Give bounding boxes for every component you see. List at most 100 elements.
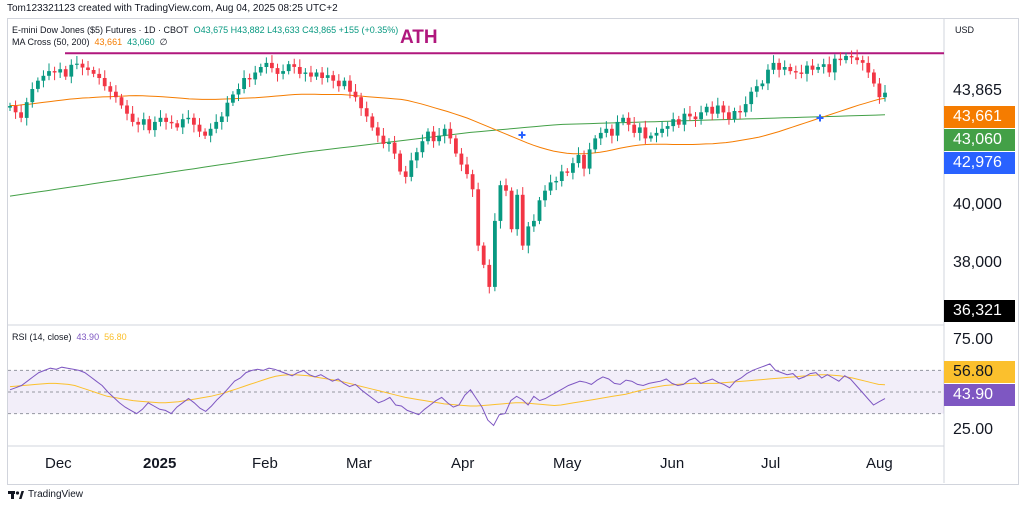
tradingview-logo-icon (8, 490, 24, 499)
candle-body (258, 67, 263, 73)
candle-body (537, 200, 542, 221)
candle-body (654, 132, 659, 136)
candle-body (710, 106, 715, 114)
candle-body (387, 142, 391, 144)
candle-body (671, 119, 676, 127)
candle-body (275, 68, 280, 74)
candle-body (587, 149, 592, 169)
candle-body (331, 75, 336, 81)
candle-body (370, 116, 375, 128)
candle-body (102, 78, 107, 87)
candle-body (877, 83, 882, 98)
candle-body (398, 153, 402, 172)
candle-body (626, 117, 631, 125)
candle-body (180, 119, 185, 128)
rsi-legend[interactable]: RSI (14, close) 43.90 56.80 (12, 332, 127, 342)
candle-body (637, 127, 642, 133)
candle-body (325, 75, 330, 78)
candle-body (197, 124, 202, 132)
chart-frame (7, 18, 1019, 485)
candle-body (264, 62, 269, 67)
brand-name: TradingView (28, 489, 84, 500)
candle-body (364, 108, 369, 117)
candle-body (448, 128, 453, 139)
instrument-legend[interactable]: E-mini Dow Jones ($5) Futures · 1D · CBO… (12, 25, 398, 35)
month-jul: Jul (761, 455, 781, 472)
candle-body (75, 63, 79, 65)
ma50-price-badge: 43,661 (944, 106, 1015, 128)
candle-body (838, 58, 843, 61)
rsi-label-25: 25.00 (953, 421, 994, 438)
candle-body (91, 70, 96, 74)
ma200-price-badge: 43,060 (944, 129, 1015, 151)
candle-body (80, 63, 85, 68)
candle-body (214, 121, 219, 129)
candle-body (832, 58, 837, 73)
candle-body (114, 91, 118, 98)
candle-body (8, 106, 12, 108)
candle-body (821, 64, 826, 67)
candle-body (247, 78, 252, 80)
candle-body (693, 116, 698, 120)
candle-body (721, 105, 726, 113)
candle-body (175, 123, 180, 128)
month-may: May (553, 455, 582, 472)
candle-body (119, 97, 124, 106)
candle-body (559, 171, 564, 181)
candle-body (699, 112, 703, 120)
candle-body (571, 163, 575, 173)
candle-body (621, 117, 625, 122)
candle-body (738, 111, 742, 113)
candle-body (754, 86, 759, 92)
candle-body (799, 72, 804, 74)
ma-cross-legend[interactable]: MA Cross (50, 200) 43,661 43,060 ∅ (12, 37, 167, 48)
candle-body (465, 164, 469, 175)
candle-body (704, 106, 709, 113)
price-label-40000: 40,000 (953, 196, 1002, 213)
rsi-ma-value: 56.80 (104, 332, 127, 342)
candle-body (30, 89, 35, 103)
candle-body (732, 111, 737, 120)
candle-body (392, 142, 397, 154)
candle-body (36, 80, 40, 89)
candle-body (69, 64, 74, 77)
candle-body (219, 116, 224, 122)
candle-body (426, 131, 430, 142)
candle-body (777, 62, 781, 70)
candle-body (593, 138, 598, 150)
candle-body (771, 62, 776, 70)
currency-label[interactable]: USD (955, 25, 975, 35)
candle-body (130, 113, 135, 122)
candle-body (459, 153, 464, 165)
rsi-label: RSI (14, close) (12, 332, 72, 342)
candle-body (281, 71, 285, 74)
candle-body (63, 69, 68, 77)
candle-body (498, 185, 503, 221)
candle-body (766, 69, 770, 84)
candle-body (788, 67, 793, 72)
candle-body (827, 64, 832, 73)
candle-body (615, 121, 620, 136)
candle-body (164, 117, 168, 122)
candle-body (688, 113, 692, 117)
candle-body (493, 220, 497, 287)
candle-body (470, 174, 475, 190)
candle-body (883, 92, 887, 98)
candle-body (743, 104, 748, 113)
candle-body (381, 135, 386, 144)
ohlc-values: O43,675 H43,882 L43,633 C43,865 +155 (+0… (193, 25, 399, 35)
candle-body (665, 126, 670, 129)
candle-body (158, 117, 163, 122)
ma-cross-label: MA Cross (50, 200) (12, 37, 90, 47)
candle-body (676, 119, 681, 125)
candle-body (270, 62, 274, 69)
ma-hidden-icon[interactable]: ∅ (159, 37, 168, 47)
tradingview-footer[interactable]: TradingView (8, 489, 83, 500)
candle-body (297, 67, 302, 74)
candle-body (52, 71, 57, 73)
candle-body (353, 91, 358, 98)
candle-body (715, 105, 720, 114)
candle-body (576, 154, 581, 164)
candle-body (855, 57, 859, 61)
